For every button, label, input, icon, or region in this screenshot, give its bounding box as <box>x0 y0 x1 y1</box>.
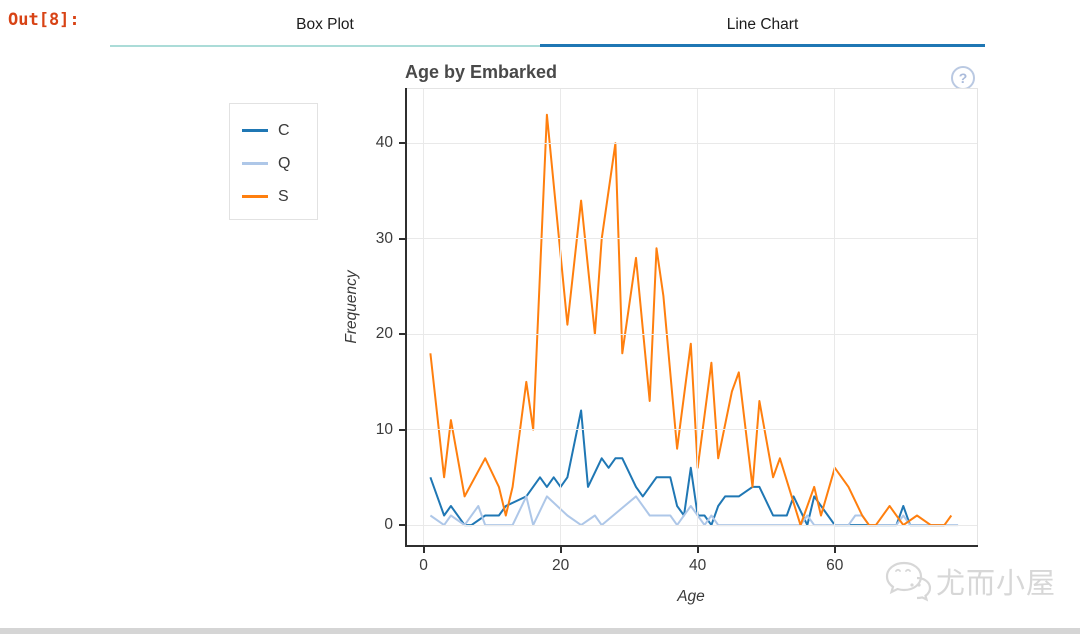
wechat-icon <box>885 561 932 602</box>
y-tick-label: 20 <box>375 325 393 343</box>
legend-swatch-C <box>242 129 268 132</box>
x-tick-label: 0 <box>419 557 428 574</box>
y-gridline <box>407 429 977 431</box>
x-tick-mark <box>422 547 425 553</box>
x-gridline <box>834 89 836 545</box>
y-axis-line <box>405 88 407 547</box>
watermark: 尤而小屋 <box>884 560 1056 602</box>
legend-item-Q: Q <box>242 147 317 180</box>
tab-box-plot-underline <box>110 45 540 47</box>
legend-swatch-Q <box>242 162 268 165</box>
y-axis-title: Frequency <box>343 270 360 344</box>
y-tick-mark <box>399 524 405 527</box>
plot-border-right <box>977 88 978 547</box>
tab-line-chart-underline <box>540 44 985 47</box>
legend-item-S: S <box>242 180 317 213</box>
y-tick-mark <box>399 237 405 240</box>
x-axis-title: Age <box>677 588 705 605</box>
y-tick-label: 10 <box>375 420 393 438</box>
tab-box-plot[interactable]: Box Plot <box>110 0 540 48</box>
legend-label-Q: Q <box>278 154 291 172</box>
tab-line-chart[interactable]: Line Chart <box>540 0 985 48</box>
line-series-layer <box>429 113 959 527</box>
legend-swatch-S <box>242 195 268 198</box>
x-tick-mark <box>559 547 562 553</box>
plot-border-top <box>405 88 978 89</box>
x-gridline <box>560 89 562 545</box>
y-tick-mark <box>399 333 405 336</box>
bottom-divider-bar <box>0 628 1080 634</box>
tab-line-chart-label: Line Chart <box>726 16 799 33</box>
out-prompt: Out[8]: <box>8 10 80 30</box>
series-line-S <box>429 113 953 527</box>
x-gridline <box>697 89 699 545</box>
y-tick-mark <box>399 428 405 431</box>
tab-box-plot-label: Box Plot <box>296 16 354 33</box>
x-axis-line <box>405 545 978 547</box>
y-gridline <box>407 238 977 240</box>
y-tick-label: 30 <box>375 229 393 247</box>
y-tick-mark <box>399 142 405 145</box>
x-gridline <box>423 89 424 545</box>
y-gridline <box>407 524 977 526</box>
y-tick-label: 40 <box>375 134 393 152</box>
x-tick-label: 60 <box>826 557 844 574</box>
y-tick-label: 0 <box>384 516 393 534</box>
watermark-text: 尤而小屋 <box>936 568 1057 600</box>
chart-title: Age by Embarked <box>405 62 558 82</box>
x-tick-label: 20 <box>551 557 570 574</box>
series-line-C <box>429 409 945 527</box>
legend-label-C: C <box>278 121 290 139</box>
y-gridline <box>407 333 977 335</box>
x-tick-mark <box>696 547 699 553</box>
legend-item-C: C <box>242 114 317 147</box>
x-tick-label: 40 <box>689 557 707 574</box>
y-gridline <box>407 142 977 144</box>
legend-label-S: S <box>278 187 289 205</box>
tab-bar: Box Plot Line Chart <box>110 0 985 48</box>
plot-canvas[interactable]: 0 20 40 60 0 10 20 30 40 <box>376 88 978 574</box>
x-tick-mark <box>833 547 836 553</box>
help-icon[interactable]: ? <box>951 66 975 90</box>
